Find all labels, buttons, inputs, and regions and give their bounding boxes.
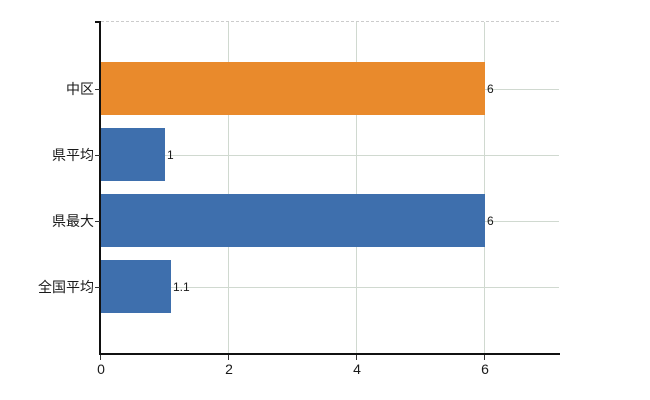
bar-value-label: 1: [167, 148, 174, 162]
category-label: 中区: [66, 81, 94, 97]
x-tick: [228, 355, 229, 360]
y-tick: [95, 221, 100, 222]
bar-value-label: 6: [487, 214, 494, 228]
x-tick-label: 2: [225, 361, 233, 377]
vertical-gridline: [228, 22, 229, 353]
bar-3: [101, 194, 485, 247]
category-label: 全国平均: [38, 279, 94, 295]
y-axis-end-tick: [95, 21, 100, 23]
bar-4: [101, 260, 171, 313]
x-tick-label: 0: [97, 361, 105, 377]
y-tick: [95, 155, 100, 156]
x-tick-label: 4: [353, 361, 361, 377]
x-tick-label: 6: [481, 361, 489, 377]
category-label: 県平均: [52, 147, 94, 163]
horizontal-gridline: [101, 287, 559, 288]
plot-top-border: [101, 21, 559, 22]
x-tick: [484, 355, 485, 360]
x-tick: [356, 355, 357, 360]
x-tick: [100, 355, 101, 360]
bar-value-label: 1.1: [173, 280, 190, 294]
vertical-gridline: [356, 22, 357, 353]
y-tick: [95, 89, 100, 90]
y-axis-line: [99, 21, 101, 355]
bar-value-label: 6: [487, 82, 494, 96]
bar-1: [101, 62, 485, 115]
category-label: 県最大: [52, 213, 94, 229]
bar-2: [101, 128, 165, 181]
horizontal-gridline: [101, 155, 559, 156]
vertical-gridline: [484, 22, 485, 353]
y-tick: [95, 287, 100, 288]
x-axis-line: [99, 353, 560, 355]
